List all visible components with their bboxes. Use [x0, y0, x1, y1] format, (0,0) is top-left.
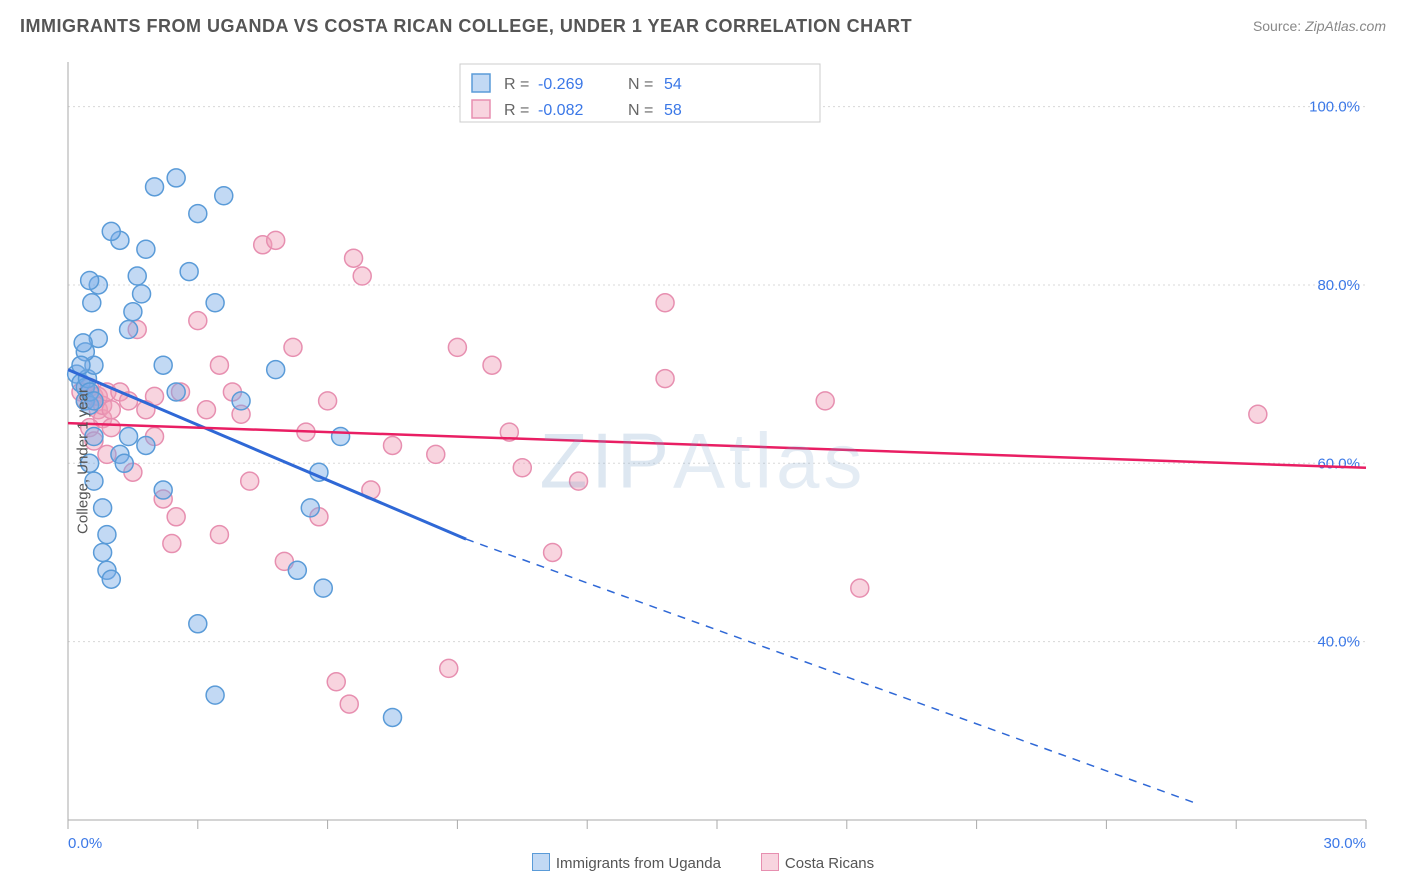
svg-text:30.0%: 30.0% — [1323, 835, 1366, 852]
page-title: IMMIGRANTS FROM UGANDA VS COSTA RICAN CO… — [20, 16, 912, 36]
legend-swatch — [472, 100, 490, 118]
y-axis-label: College, Under 1 year — [74, 388, 91, 534]
svg-text:R =: R = — [504, 76, 529, 93]
source-label: Source: — [1253, 18, 1301, 34]
data-point — [206, 686, 224, 704]
legend-swatch — [761, 853, 779, 871]
data-point — [94, 543, 112, 561]
data-point — [345, 249, 363, 267]
svg-text:80.0%: 80.0% — [1317, 277, 1360, 294]
data-point — [332, 428, 350, 446]
legend-label: Costa Ricans — [785, 855, 874, 872]
data-point — [384, 708, 402, 726]
data-point — [74, 334, 92, 352]
data-point — [544, 543, 562, 561]
data-point — [206, 294, 224, 312]
data-point — [483, 356, 501, 374]
data-point — [102, 222, 120, 240]
data-point — [124, 303, 142, 321]
svg-text:40.0%: 40.0% — [1317, 634, 1360, 651]
data-point — [288, 561, 306, 579]
svg-text:N =: N = — [628, 76, 653, 93]
data-point — [180, 263, 198, 281]
correlation-chart: College, Under 1 year 0.0% 30.0% 40.0% 60.0… — [20, 50, 1386, 872]
svg-text:0.0%: 0.0% — [68, 835, 102, 852]
data-point — [98, 526, 116, 544]
data-point — [656, 370, 674, 388]
data-point — [115, 454, 133, 472]
data-point — [154, 356, 172, 374]
data-point — [570, 472, 588, 490]
data-point — [215, 187, 233, 205]
legend-label: Immigrants from Uganda — [556, 855, 721, 872]
data-point — [656, 294, 674, 312]
trend-line-extrapolated — [466, 539, 1193, 802]
data-point — [120, 428, 138, 446]
data-point — [448, 338, 466, 356]
data-point — [513, 459, 531, 477]
data-point — [189, 615, 207, 633]
svg-text:-0.269: -0.269 — [538, 76, 583, 93]
data-point — [102, 570, 120, 588]
data-point — [314, 579, 332, 597]
data-point — [210, 356, 228, 374]
data-point — [154, 481, 172, 499]
trend-line — [68, 423, 1366, 468]
legend-swatch — [532, 853, 550, 871]
legend-item: Costa Ricans — [761, 853, 874, 872]
data-point — [167, 508, 185, 526]
data-point — [128, 267, 146, 285]
data-point — [189, 312, 207, 330]
svg-text:-0.082: -0.082 — [538, 102, 583, 119]
svg-text:60.0%: 60.0% — [1317, 455, 1360, 472]
data-point — [189, 205, 207, 223]
data-point — [120, 321, 138, 339]
data-point — [81, 271, 99, 289]
svg-text:N =: N = — [628, 102, 653, 119]
data-point — [267, 361, 285, 379]
chart-svg: 0.0% 30.0% 40.0% 60.0% 80.0% 100.0% R = -0.269 N… — [20, 50, 1386, 872]
series-legend: Immigrants from Uganda Costa Ricans — [20, 853, 1386, 872]
svg-text:R =: R = — [504, 102, 529, 119]
data-point — [232, 392, 250, 410]
data-point — [163, 535, 181, 553]
data-point — [353, 267, 371, 285]
data-point — [301, 499, 319, 517]
source-attribution: Source: ZipAtlas.com — [1253, 18, 1386, 34]
data-point — [384, 436, 402, 454]
data-point — [133, 285, 151, 303]
data-point — [327, 673, 345, 691]
data-point — [440, 659, 458, 677]
data-point — [1249, 405, 1267, 423]
data-point — [210, 526, 228, 544]
data-point — [197, 401, 215, 419]
data-point — [102, 401, 120, 419]
legend-swatch — [472, 74, 490, 92]
data-point — [427, 445, 445, 463]
svg-text:58: 58 — [664, 102, 682, 119]
data-point — [137, 436, 155, 454]
data-point — [167, 383, 185, 401]
data-point — [137, 240, 155, 258]
data-point — [167, 169, 185, 187]
data-point — [340, 695, 358, 713]
data-point — [102, 419, 120, 437]
svg-text:100.0%: 100.0% — [1309, 99, 1360, 116]
data-point — [319, 392, 337, 410]
legend-item: Immigrants from Uganda — [532, 853, 721, 872]
data-point — [284, 338, 302, 356]
data-point — [94, 499, 112, 517]
data-point — [241, 472, 259, 490]
data-point — [816, 392, 834, 410]
data-point — [267, 231, 285, 249]
data-point — [146, 178, 164, 196]
svg-text:54: 54 — [664, 76, 682, 93]
data-point — [851, 579, 869, 597]
data-point — [83, 294, 101, 312]
source-value: ZipAtlas.com — [1305, 18, 1386, 34]
